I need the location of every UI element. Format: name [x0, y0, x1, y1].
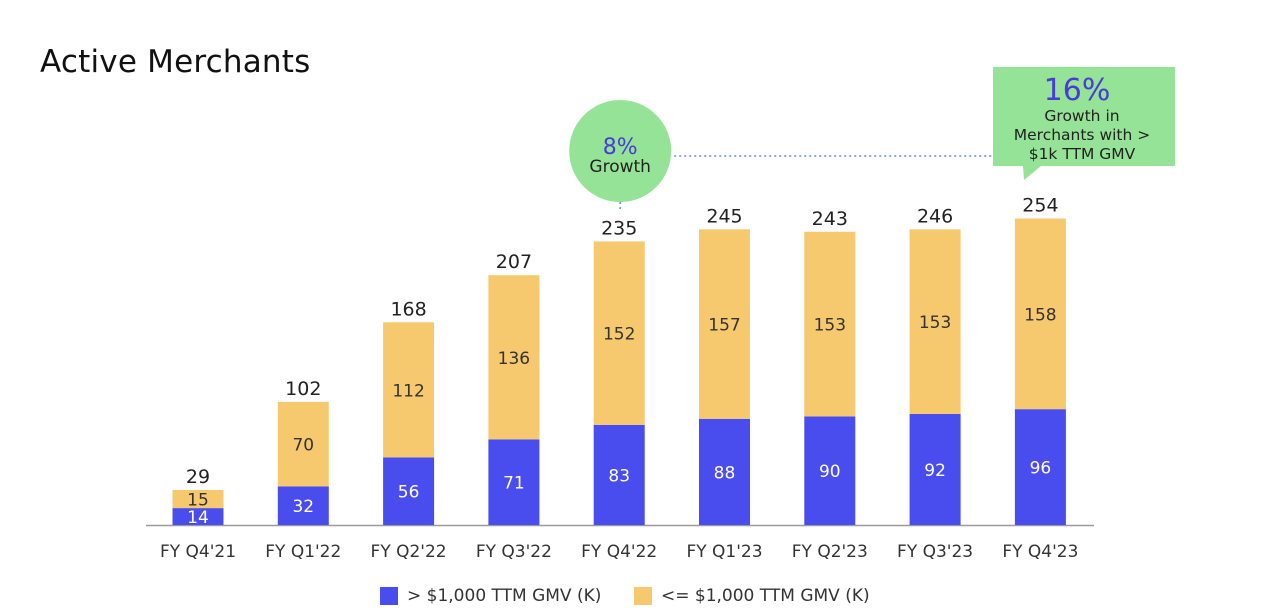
total-label: 254 — [1022, 195, 1058, 217]
legend-swatch-below — [634, 587, 652, 605]
total-label: 235 — [601, 217, 637, 239]
x-tick-label: FY Q3'22 — [476, 542, 552, 562]
legend: <= $1,000 TTM GMV (K) — [634, 584, 870, 608]
data-label-above: 90 — [819, 462, 841, 482]
bar-segment-below — [804, 231, 856, 417]
data-label-below: 153 — [814, 316, 846, 336]
bar-segment-below — [909, 229, 961, 414]
bar-segment-below — [488, 275, 540, 440]
growth-callout-text: Merchants with > — [1014, 126, 1151, 144]
x-tick-label: FY Q4'21 — [160, 542, 236, 562]
data-label-below: 152 — [603, 325, 635, 345]
data-label-above: 83 — [608, 466, 630, 486]
x-tick-label: FY Q1'22 — [265, 542, 341, 562]
data-label-above: 56 — [398, 483, 420, 503]
legend-swatch-above — [380, 587, 398, 605]
data-label-above: 14 — [187, 508, 209, 528]
total-label: 102 — [285, 378, 321, 400]
bar-segment-above — [909, 413, 961, 525]
growth-callout-text: Growth in — [1044, 107, 1119, 125]
bar-segment-above — [699, 418, 750, 525]
bars-layer — [146, 218, 1094, 527]
total-label: 243 — [812, 208, 848, 230]
legend-label-below: <= $1,000 TTM GMV (K) — [661, 586, 870, 606]
bar-segment-above — [1014, 409, 1066, 525]
growth-callout-box — [993, 67, 1175, 180]
data-label-above: 32 — [292, 497, 314, 517]
growth-callout-text: $1k TTM GMV — [1029, 145, 1136, 163]
x-tick-label: FY Q4'22 — [581, 542, 657, 562]
bar-segment-above — [172, 508, 224, 525]
bar-segment-below — [593, 241, 645, 425]
data-label-above: 88 — [714, 463, 736, 483]
data-label-below: 136 — [498, 349, 530, 369]
total-label: 168 — [390, 298, 426, 320]
bar-segment-below — [277, 401, 329, 487]
data-label-below: 158 — [1024, 305, 1056, 325]
bar-segment-above — [488, 439, 540, 525]
data-label-above: 71 — [503, 474, 525, 494]
bar-segment-below — [383, 322, 435, 458]
data-label-above: 92 — [924, 461, 946, 481]
data-label-above: 96 — [1030, 459, 1052, 479]
x-tick-label: FY Q2'23 — [792, 542, 868, 562]
bar-segment-above — [593, 424, 645, 525]
x-tick-label: FY Q1'23 — [686, 542, 762, 562]
total-label: 245 — [706, 205, 742, 227]
bar-segment-below — [699, 229, 750, 419]
legend-label-above: > $1,000 TTM GMV (K) — [407, 586, 602, 606]
x-tick-label: FY Q4'23 — [1002, 542, 1078, 562]
data-label-below: 15 — [187, 491, 209, 511]
total-label: 29 — [186, 466, 210, 488]
bar-segment-below — [1014, 218, 1066, 410]
legend: > $1,000 TTM GMV (K) — [380, 584, 601, 608]
growth-circle-pct: 8% — [603, 135, 638, 160]
growth-callout-pct: 16% — [1044, 73, 1111, 108]
data-label-below: 157 — [708, 316, 740, 336]
bar-segment-above — [383, 457, 435, 525]
bar-segment-above — [277, 486, 329, 525]
growth-circle-text: Growth — [589, 157, 651, 177]
x-tick-label: FY Q3'23 — [897, 542, 973, 562]
data-label-below: 70 — [292, 436, 314, 456]
total-label: 246 — [917, 205, 953, 227]
x-tick-label: FY Q2'22 — [371, 542, 447, 562]
data-label-below: 153 — [919, 313, 951, 333]
bar-segment-above — [804, 416, 856, 525]
growth-circle — [569, 100, 672, 202]
data-label-below: 112 — [392, 381, 424, 401]
chart-title: Active Merchants — [40, 44, 311, 80]
total-label: 207 — [496, 251, 532, 273]
bar-segment-below — [172, 490, 224, 509]
